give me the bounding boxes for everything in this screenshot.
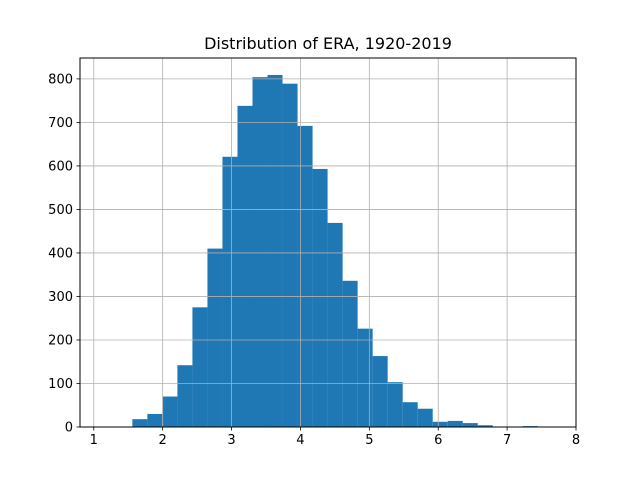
y-tick-label: 700	[48, 116, 73, 131]
histogram-bar	[222, 156, 238, 427]
x-tick-label: 1	[90, 433, 98, 448]
histogram-bar	[417, 408, 433, 427]
histogram-bar	[327, 222, 343, 427]
histogram-bar	[162, 396, 178, 427]
y-tick-label: 200	[48, 333, 73, 348]
x-tick-label: 8	[572, 433, 580, 448]
x-tick-label: 4	[296, 433, 304, 448]
histogram-bar	[252, 77, 268, 427]
histogram-bar	[462, 423, 478, 427]
histogram-bar	[432, 421, 448, 427]
x-tick-label: 2	[159, 433, 167, 448]
histogram-bar	[342, 280, 358, 427]
histogram-bar	[147, 413, 163, 427]
histogram-bar	[267, 74, 283, 427]
histogram-bar	[297, 125, 313, 427]
histogram-bar	[237, 105, 253, 427]
x-tick-label: 5	[365, 433, 373, 448]
histogram-bar	[447, 420, 463, 427]
histogram-bar	[372, 356, 388, 427]
y-axis: 0 100 200 300 400 500 600 700 800	[48, 72, 80, 436]
axes-frame	[79, 57, 577, 428]
grid-lines	[80, 58, 577, 428]
y-tick-label: 600	[48, 159, 73, 174]
x-tick-label: 7	[503, 433, 511, 448]
histogram-bar	[192, 307, 208, 427]
y-tick-label: 300	[48, 290, 73, 305]
x-tick-label: 3	[227, 433, 235, 448]
histogram-bar	[312, 168, 328, 427]
bars	[132, 74, 538, 428]
x-axis: 1 2 3 4 5 6 7 8	[90, 427, 580, 448]
x-tick-label: 6	[434, 433, 442, 448]
histogram-bar	[177, 365, 193, 427]
y-tick-label: 500	[48, 203, 73, 218]
histogram-bar	[477, 425, 493, 427]
y-tick-label: 400	[48, 246, 73, 261]
histogram-bar	[357, 328, 373, 427]
histogram-bar	[282, 83, 298, 428]
y-tick-label: 100	[48, 377, 73, 392]
histogram-bar	[402, 402, 418, 427]
histogram-bar	[207, 248, 223, 427]
y-tick-label: 0	[65, 421, 73, 436]
y-tick-label: 800	[48, 72, 73, 87]
histogram-bar	[132, 419, 148, 427]
histogram-bar	[387, 382, 403, 427]
chart-title: Distribution of ERA, 1920-2019	[204, 34, 452, 53]
